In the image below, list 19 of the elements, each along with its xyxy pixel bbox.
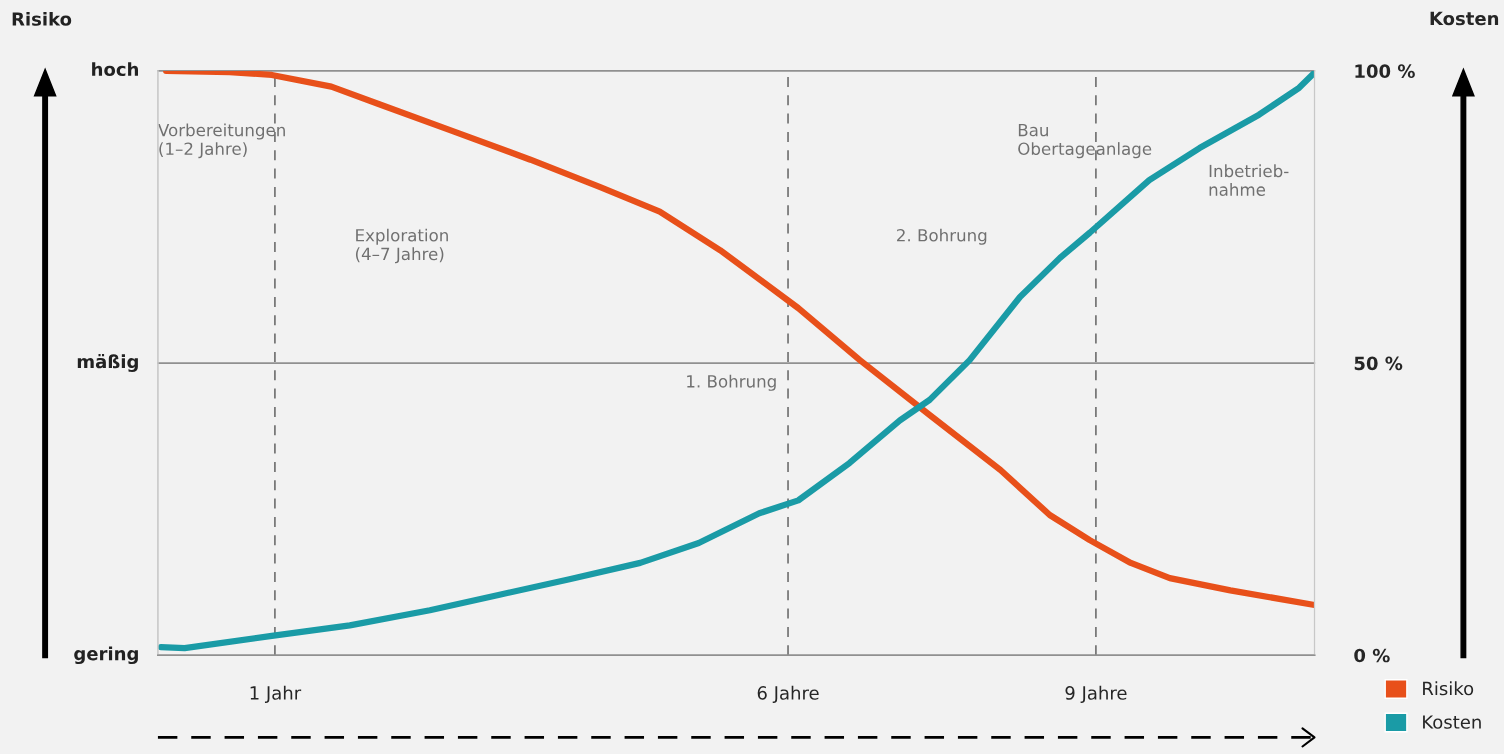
x-tick-label: 1 Jahr [250, 685, 302, 704]
annotation: Vorbereitungen (1–2 Jahre) [158, 123, 285, 159]
text: Risiko [12, 11, 72, 26]
annotation: Exploration (4–7 Jahre) [355, 228, 448, 264]
annotation: 2. Bohrung [897, 228, 987, 245]
y-tick-label: 0 % [1354, 648, 1390, 663]
annotation: Inbetrieb- nahme [1209, 164, 1289, 196]
text: hoch [92, 62, 138, 77]
annotation: 1. Bohrung [687, 374, 776, 391]
legend-label: Kosten [1423, 715, 1481, 729]
text: gering [74, 646, 138, 665]
annotation: Bau Obertageanlage [1018, 123, 1152, 159]
x-tick-label: 6 Jahre [757, 685, 819, 704]
legend-label: Risiko [1423, 681, 1474, 696]
text: mäßig [77, 354, 138, 372]
y-axis-title: Kosten [1430, 11, 1499, 26]
y-tick-label: 100 % [1355, 64, 1415, 78]
x-tick-label: 9 Jahre [1065, 685, 1127, 704]
y-tick-label: 50 % [1354, 356, 1403, 371]
